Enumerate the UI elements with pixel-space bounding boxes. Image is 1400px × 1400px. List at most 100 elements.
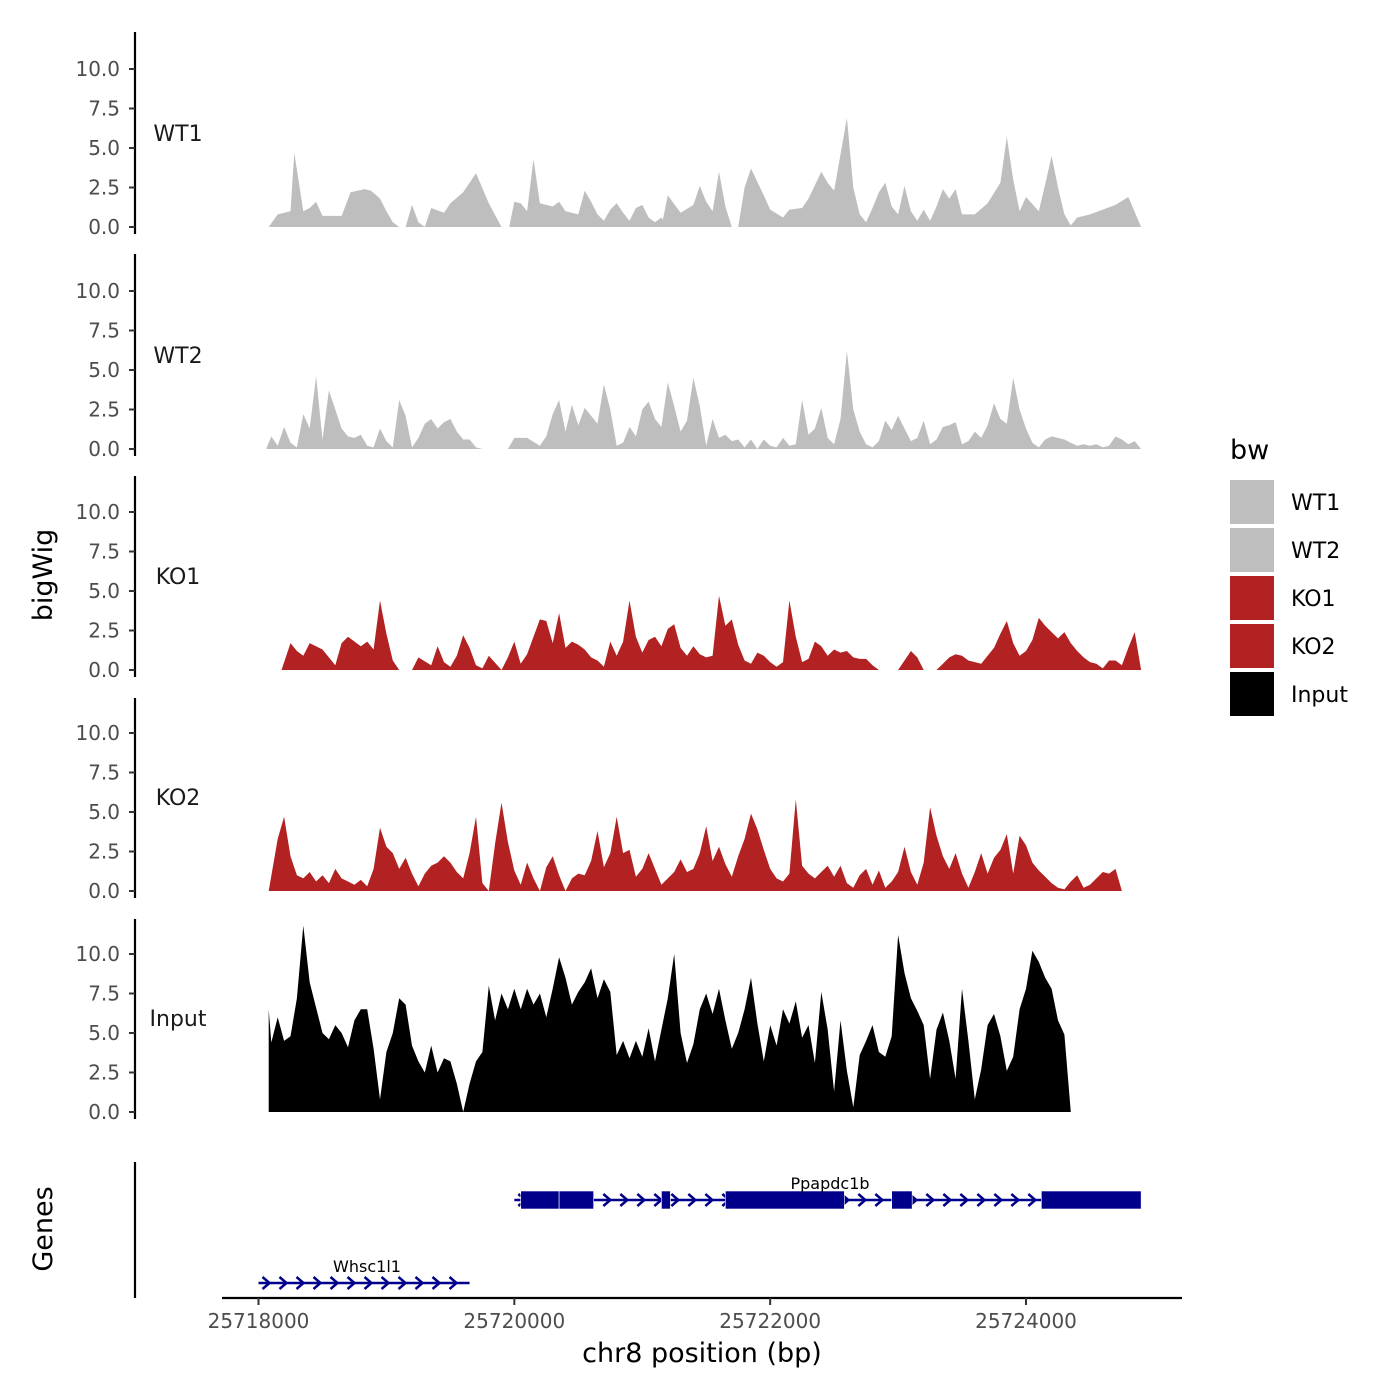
signal-area-input (268, 925, 1071, 1112)
signal-area-wt2 (266, 376, 483, 449)
strand-arrow (976, 1193, 987, 1207)
signal-area-wt1 (661, 171, 732, 227)
y-tick-label: 2.5 (88, 176, 120, 200)
track-label: WT2 (153, 344, 202, 369)
y-tick-label: 10.0 (75, 57, 120, 81)
strand-arrow (619, 1193, 630, 1207)
strand-arrow (687, 1193, 698, 1207)
exon-block (1041, 1190, 1142, 1210)
exon-block (558, 1190, 594, 1210)
signal-area-ko1 (936, 617, 1142, 670)
strand-arrow (448, 1276, 459, 1290)
strand-arrow (959, 1193, 970, 1207)
x-tick-label: 25722000 (719, 1309, 821, 1333)
track-label: KO1 (156, 565, 201, 590)
track-label: Input (150, 1007, 207, 1032)
y-tick-label: 2.5 (88, 1061, 120, 1085)
legend-swatch (1230, 480, 1274, 524)
signal-area-ko1 (412, 595, 879, 670)
signal-area-wt1 (424, 173, 502, 227)
exon-block (661, 1190, 671, 1210)
x-tick-label: 25718000 (208, 1309, 310, 1333)
signal-tracks: 0.02.55.07.510.0WT10.02.55.07.510.0WT20.… (75, 32, 1142, 1124)
track-label: WT1 (153, 122, 202, 147)
track-label: KO2 (156, 786, 201, 811)
gene-label: Whsc1l1 (333, 1257, 401, 1276)
gene-models: Ppapdc1b Whsc1l1 (258, 1174, 1142, 1290)
legend-label: KO1 (1291, 587, 1336, 612)
legend-swatch (1230, 528, 1274, 572)
legend-swatch (1230, 672, 1274, 716)
x-tick-label: 25720000 (463, 1309, 565, 1333)
track-ko2: 0.0 2.5 5.0 7.5 10.0 KO2 (75, 698, 1122, 903)
strand-arrow (1027, 1193, 1038, 1207)
x-axis-title: chr8 position (bp) (582, 1338, 822, 1369)
x-axis: 25718000 25720000 25722000 25724000 chr8 po… (208, 1296, 1182, 1369)
legend-swatch (1230, 576, 1274, 620)
y-tick-label: 5.0 (88, 136, 120, 160)
strand-arrow (312, 1276, 323, 1290)
strand-arrow (261, 1276, 272, 1290)
track-wt1: 0.0 2.5 5.0 7.5 10.0 WT1 (75, 32, 1142, 239)
strand-arrow (363, 1276, 374, 1290)
gene-whsc1l1: Whsc1l1 (258, 1257, 470, 1290)
strand-arrow (602, 1193, 613, 1207)
legend-label: WT1 (1291, 491, 1340, 516)
y-tick-label: 5.0 (88, 579, 120, 603)
legend-swatch (1230, 624, 1274, 668)
track-wt2: 0.0 2.5 5.0 7.5 10.0 WT2 (75, 254, 1142, 461)
strand-arrow (993, 1193, 1004, 1207)
strand-arrow (636, 1193, 647, 1207)
y-tick-label: 7.5 (88, 761, 120, 785)
legend-label: WT2 (1291, 539, 1340, 564)
signal-area-wt2 (507, 351, 1142, 449)
y-tick-label: 5.0 (88, 1021, 120, 1045)
gene-track: Genes Ppapdc1b Whsc1l1 (28, 1162, 1142, 1298)
strand-arrow (942, 1193, 953, 1207)
x-axis-ticks: 25718000 25720000 25722000 25724000 (208, 1298, 1077, 1333)
exon-block (520, 1190, 560, 1210)
y-tick-label: 7.5 (88, 319, 120, 343)
y-tick-label: 7.5 (88, 97, 120, 121)
y-tick-label: 10.0 (75, 279, 120, 303)
signal-area-wt1 (268, 152, 400, 227)
y-tick-label: 0.0 (88, 658, 120, 682)
legend-title: bw (1230, 435, 1269, 466)
strand-arrow (1010, 1193, 1021, 1207)
y-tick-label: 2.5 (88, 398, 120, 422)
strand-arrow (704, 1193, 715, 1207)
signal-area-wt1 (738, 118, 1142, 227)
exon-block (725, 1190, 845, 1210)
y-tick-label: 5.0 (88, 800, 120, 824)
y-tick-label: 0.0 (88, 1100, 120, 1124)
strand-arrow (874, 1193, 885, 1207)
exon-block (891, 1190, 913, 1210)
strand-arrow (397, 1276, 408, 1290)
strand-arrow (414, 1276, 425, 1290)
y-tick-label: 10.0 (75, 721, 120, 745)
legend-label: Input (1291, 683, 1348, 708)
signal-area-ko2 (268, 799, 1122, 891)
signal-area-wt1 (399, 204, 425, 227)
genes-axis-title: Genes (28, 1186, 59, 1271)
strand-arrow (346, 1276, 357, 1290)
y-tick-label: 2.5 (88, 619, 120, 643)
gene-ppapdc1b: Ppapdc1b (514, 1174, 1142, 1210)
y-tick-label: 0.0 (88, 437, 120, 461)
strand-arrow (380, 1276, 391, 1290)
track-ko1: 0.0 2.5 5.0 7.5 10.0 KO1 (75, 476, 1142, 682)
y-tick-label: 2.5 (88, 840, 120, 864)
y-axis-title: bigWig (28, 529, 59, 622)
strand-arrow (925, 1193, 936, 1207)
y-tick-label: 10.0 (75, 500, 120, 524)
signal-area-wt1 (509, 159, 668, 227)
track-input: 0.0 2.5 5.0 7.5 10.0 Input (75, 919, 1071, 1124)
strand-arrow (329, 1276, 340, 1290)
signal-area-ko1 (898, 651, 924, 670)
strand-arrow (670, 1193, 681, 1207)
y-tick-label: 5.0 (88, 358, 120, 382)
x-tick-label: 25724000 (975, 1309, 1077, 1333)
legend: bw WT1 WT2 KO1 KO2 Input (1230, 435, 1348, 716)
legend-label: KO2 (1291, 635, 1336, 660)
